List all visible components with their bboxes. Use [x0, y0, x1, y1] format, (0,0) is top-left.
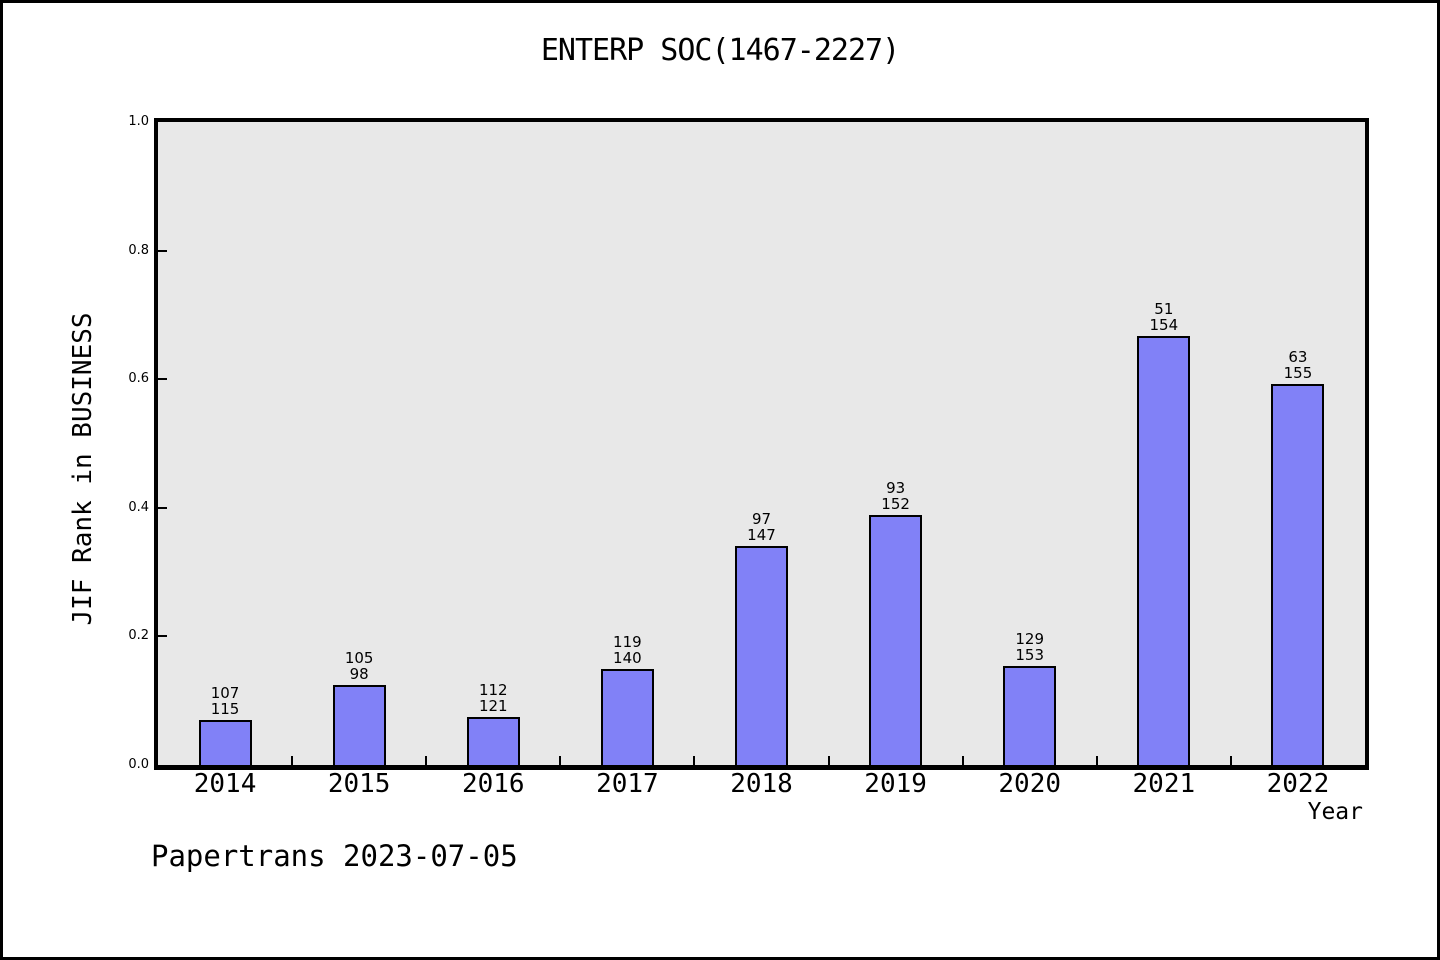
x-tick-label-2022: 2022	[1266, 769, 1330, 799]
bar-value-label: 129 153	[963, 631, 1097, 663]
y-tick-label-0.4: 0.4	[128, 500, 149, 515]
x-tick-mark	[693, 756, 695, 765]
y-tick-label-0.6: 0.6	[128, 371, 149, 386]
x-tick-mark	[425, 756, 427, 765]
bar-value-label: 51 154	[1097, 301, 1231, 333]
bar-2022	[1271, 384, 1325, 765]
x-tick-label-2020: 2020	[998, 769, 1062, 799]
y-tick-label-1.0: 1.0	[128, 114, 149, 129]
bar-value-label: 119 140	[560, 634, 694, 666]
bar-value-label: 97 147	[695, 511, 829, 543]
y-tick-label-0.8: 0.8	[128, 243, 149, 258]
bar-total-value: 98	[349, 665, 369, 683]
bar-rank-value: 119	[613, 633, 642, 651]
x-tick-label-2015: 2015	[327, 769, 391, 799]
bar-rank-value: 112	[478, 681, 508, 699]
x-tick-mark	[1096, 756, 1098, 765]
bar-2021	[1137, 336, 1191, 765]
x-tick-label-2016: 2016	[461, 769, 525, 799]
x-tick-mark	[1230, 756, 1232, 765]
bar-value-label: 63 155	[1231, 349, 1365, 381]
y-tick-mark	[158, 635, 167, 637]
bar-value-label: 112 121	[426, 682, 560, 714]
bar-2017	[600, 669, 654, 765]
watermark-text: Papertrans 2023-07-05	[151, 839, 518, 873]
bar-total-value: 154	[1149, 316, 1179, 334]
bar-rank-value: 97	[751, 510, 772, 528]
bar-rank-value: 105	[344, 649, 374, 667]
x-axis-label: Year	[1307, 799, 1363, 825]
bar-2016	[466, 717, 520, 765]
x-tick-label-2014: 2014	[193, 769, 257, 799]
bar-rank-value: 63	[1288, 348, 1308, 366]
chart-title: ENTERP SOC(1467-2227)	[540, 33, 900, 68]
bar-2020	[1003, 666, 1057, 765]
bar-total-value: 147	[747, 526, 776, 544]
x-tick-label-2018: 2018	[730, 769, 793, 799]
x-tick-mark	[828, 756, 830, 765]
bar-2014	[198, 720, 252, 765]
bar-2019	[869, 515, 923, 765]
bar-total-value: 153	[1015, 646, 1045, 664]
x-tick-mark	[559, 756, 561, 765]
bar-rank-value: 107	[210, 684, 240, 702]
x-tick-label-2019: 2019	[864, 769, 927, 799]
x-tick-label-2017: 2017	[596, 769, 659, 799]
y-axis-label: JIF Rank in BUSINESS	[68, 312, 98, 626]
bar-total-value: 155	[1283, 364, 1313, 382]
y-tick-mark	[158, 507, 167, 509]
bar-value-label: 107 115	[158, 685, 292, 717]
bar-total-value: 115	[210, 700, 240, 718]
bar-total-value: 152	[881, 495, 910, 513]
plot-area: 107 115 105 98 112 121 119 140 97 147 93 152 129 153 5…	[154, 118, 1369, 770]
bar-total-value: 140	[613, 649, 642, 667]
y-tick-mark	[158, 250, 167, 252]
bar-2015	[332, 685, 386, 765]
x-tick-mark	[291, 756, 293, 765]
y-tick-label-0.2: 0.2	[128, 628, 149, 643]
bar-total-value: 121	[478, 697, 508, 715]
y-tick-mark	[158, 378, 167, 380]
y-tick-label-0.0: 0.0	[128, 757, 149, 772]
bar-rank-value: 93	[886, 479, 906, 497]
x-tick-mark	[962, 756, 964, 765]
x-tick-label-2021: 2021	[1132, 769, 1196, 799]
bar-rank-value: 129	[1015, 630, 1045, 648]
bar-2018	[735, 546, 788, 765]
bar-rank-value: 51	[1154, 300, 1174, 318]
bar-value-label: 93 152	[829, 480, 963, 512]
bar-value-label: 105 98	[292, 650, 426, 682]
